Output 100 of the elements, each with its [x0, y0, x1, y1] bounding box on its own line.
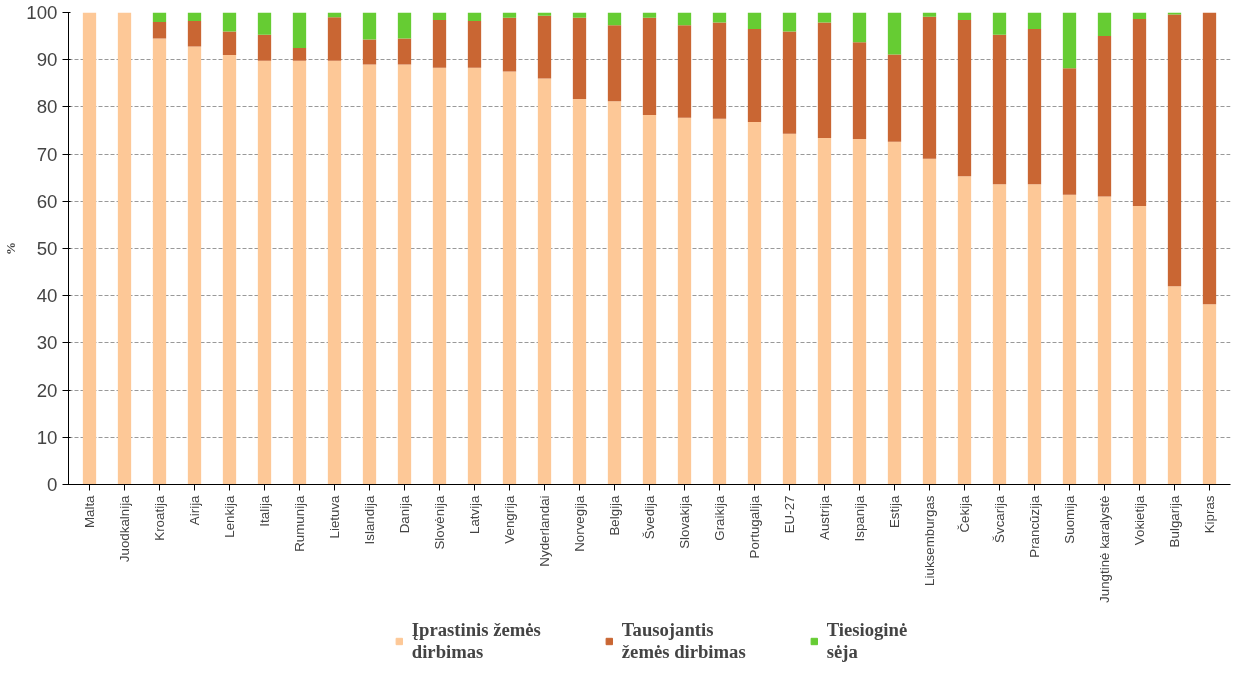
bar: [887, 141, 902, 485]
bar: [887, 12, 902, 55]
x-tick-label: Švedija: [642, 494, 657, 540]
bar: [957, 12, 972, 21]
bar: [712, 118, 727, 485]
x-tick-label: Suomija: [1062, 494, 1077, 544]
bar: [1027, 29, 1042, 185]
bar: [467, 67, 482, 485]
bar: [922, 158, 937, 485]
bar: [782, 12, 797, 32]
bar: [1202, 12, 1217, 305]
bar: [362, 12, 377, 40]
bar: [152, 12, 167, 22]
x-tick-label: Slovakija: [677, 494, 692, 549]
x-tick-label: Airija: [187, 494, 202, 526]
x-tick-label: Kipras: [1202, 495, 1217, 534]
bar: [502, 12, 517, 18]
y-tick-label: 40: [36, 285, 58, 307]
bar: [222, 31, 237, 55]
y-tick-label: 60: [36, 190, 58, 212]
bar: [747, 12, 762, 30]
bar: [397, 12, 412, 39]
bar: [432, 12, 447, 21]
bar: [362, 39, 377, 65]
bar: [467, 12, 482, 21]
bar: [677, 12, 692, 26]
bar: [537, 15, 552, 79]
bar: [852, 42, 867, 139]
bar: [677, 25, 692, 118]
bar: [432, 67, 447, 485]
x-tick-label: Lenkija: [222, 494, 237, 538]
legend-label: Tiesioginė sėja: [826, 619, 908, 663]
bar: [222, 54, 237, 485]
bar: [922, 16, 937, 159]
x-tick-label: Kroatija: [152, 494, 167, 541]
bar: [957, 176, 972, 485]
x-tick-label: Nyderlandai: [537, 495, 552, 567]
y-tick-label: 70: [36, 143, 58, 165]
bar: [572, 98, 587, 485]
bar: [1062, 194, 1077, 485]
bar: [922, 12, 937, 17]
bar: [852, 12, 867, 43]
bar: [642, 17, 657, 115]
bar: [1027, 12, 1042, 30]
bar: [572, 17, 587, 99]
x-tick-label: Vokietija: [1132, 494, 1147, 546]
bar: [327, 17, 342, 61]
bar: [152, 38, 167, 485]
bar: [467, 21, 482, 68]
bar: [1097, 12, 1112, 37]
bar: [992, 184, 1007, 485]
bar: [712, 22, 727, 119]
y-tick-label: 10: [36, 426, 58, 448]
bar: [502, 71, 517, 485]
x-tick-label: Italija: [257, 494, 272, 527]
x-tick-label: Juodkalnija: [117, 494, 132, 563]
x-tick-label: Švcarija: [992, 494, 1007, 543]
bar: [222, 12, 237, 32]
x-tick-label: Bulgarija: [1167, 494, 1182, 548]
bar: [817, 138, 832, 485]
legend-label: Įprastinis žemės dirbimas: [411, 619, 541, 663]
bar: [817, 22, 832, 139]
bar: [292, 47, 307, 61]
bar: [572, 12, 587, 18]
bar: [152, 21, 167, 39]
legend-label: Tausojantis žemės dirbimas: [621, 619, 746, 663]
x-tick-label: Liuksemburgas: [922, 495, 937, 586]
bar: [1132, 19, 1147, 207]
bar: [397, 64, 412, 485]
x-tick-label: Danija: [397, 494, 412, 534]
x-tick-label: Lietuva: [327, 494, 342, 539]
x-tick-label: Prancūzija: [1027, 494, 1042, 558]
y-tick-label: 100: [26, 2, 58, 23]
bar: [782, 133, 797, 485]
bar: [747, 29, 762, 122]
bar: [782, 31, 797, 134]
bar: [257, 12, 272, 35]
bar: [187, 12, 202, 21]
bar: [292, 60, 307, 485]
bar: [992, 12, 1007, 35]
bar: [677, 117, 692, 485]
x-tick-label: Islandija: [362, 494, 377, 545]
bar: [1167, 286, 1182, 485]
y-tick-label: 0: [47, 474, 58, 495]
bar: [1132, 206, 1147, 485]
bar: [607, 25, 622, 102]
bar: [1027, 184, 1042, 485]
x-tick-label: Latvija: [467, 494, 482, 535]
x-tick-label: Portugalija: [747, 494, 762, 559]
bar: [607, 12, 622, 26]
bar: [1097, 196, 1112, 485]
x-tick-label: Vengrija: [502, 494, 517, 544]
bar: [82, 12, 97, 485]
x-tick-label: Estija: [887, 494, 902, 529]
bar: [887, 54, 902, 142]
bar: [397, 38, 412, 65]
y-tick-label: 30: [36, 332, 58, 354]
bar: [607, 101, 622, 485]
bar: [292, 12, 307, 48]
bar: [1167, 14, 1182, 287]
